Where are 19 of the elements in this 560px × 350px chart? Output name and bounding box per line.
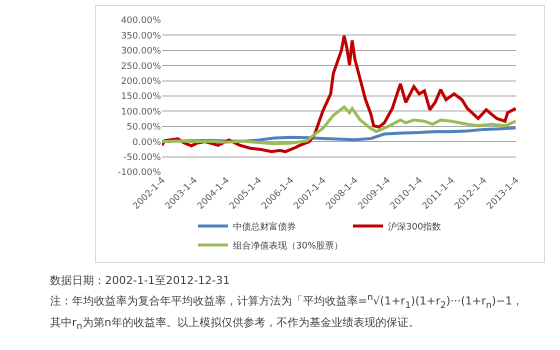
line-series bbox=[162, 34, 516, 154]
text: 数据日期：2002-1-1至2012-12-31 bbox=[50, 273, 231, 289]
legend-label: 中债总财富债券 bbox=[233, 221, 296, 232]
y-tick-label: -50.00% bbox=[123, 152, 162, 163]
legend-label: 组合净值表现（30%股票） bbox=[233, 240, 344, 252]
text: 注：年均收益率为复合年平均收益率，计算方法为「平均收益率=$^{n}$√(1+r$_{1}$)(1+r$_{2}$)···(1+r$_{n}$)−1， bbox=[50, 292, 524, 311]
legend-label: 沪深300指数 bbox=[388, 221, 442, 232]
y-tick-label: 0.00% bbox=[132, 138, 162, 148]
y-tick-label: 350.00% bbox=[120, 31, 162, 42]
y-tick-label: 250.00% bbox=[120, 62, 162, 72]
y-tick-label: 300.00% bbox=[120, 46, 162, 57]
y-tick-label: -100.00% bbox=[118, 168, 162, 178]
y-tick-label: 100.00% bbox=[120, 107, 162, 118]
y-tick-label: 150.00% bbox=[120, 92, 162, 102]
text: 其中r$_{n}$为第n年的收益率。以上模拟仅供参考，不作为基金业绩表现的保证。 bbox=[50, 314, 420, 334]
y-tick-label: 400.00% bbox=[120, 16, 162, 26]
y-tick-label: 50.00% bbox=[126, 122, 162, 133]
line-series bbox=[162, 105, 516, 146]
y-tick-label: 200.00% bbox=[120, 76, 162, 87]
